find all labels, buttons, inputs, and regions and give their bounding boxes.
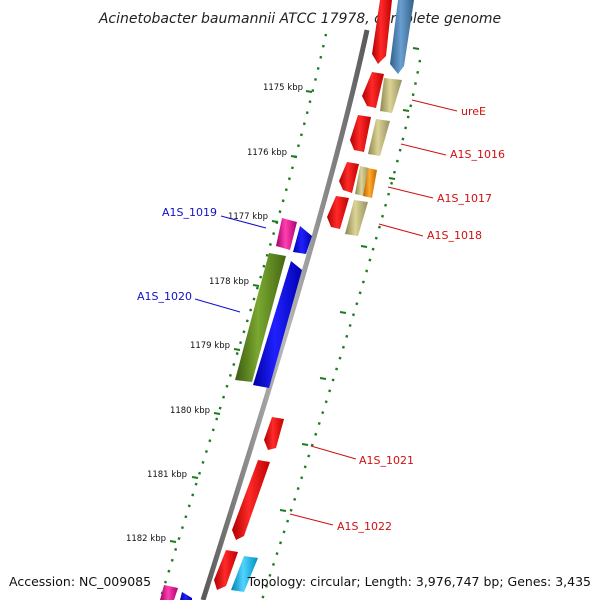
tick-1175: 1175 kbp bbox=[263, 83, 313, 93]
gene-label-a1s-1020[interactable]: A1S_1020 bbox=[137, 290, 192, 303]
gene-arrow[interactable] bbox=[327, 196, 349, 229]
leader-line bbox=[387, 186, 434, 199]
leader-line bbox=[289, 513, 334, 526]
gene-arrow[interactable] bbox=[293, 226, 312, 254]
gene-label-a1s-1016[interactable]: A1S_1016 bbox=[450, 148, 505, 161]
leader-line bbox=[378, 223, 424, 237]
tick-label: 1178 kbp bbox=[209, 277, 249, 287]
tick-label: 1179 kbp bbox=[190, 341, 230, 351]
map-title: Acinetobacter baumannii ATCC 17978, comp… bbox=[98, 11, 501, 27]
gene-arrow[interactable] bbox=[264, 417, 284, 450]
gene-arrows bbox=[160, 0, 414, 600]
outer-tick-rail bbox=[260, 59, 422, 600]
genome-backbone bbox=[200, 29, 370, 600]
tick-1179: 1179 kbp bbox=[190, 341, 241, 351]
gene-arrow[interactable] bbox=[390, 0, 414, 74]
genome-summary-text: Topology: circular; Length: 3,976,747 bp… bbox=[247, 574, 591, 589]
gene-label-a1s-1018[interactable]: A1S_1018 bbox=[427, 229, 482, 242]
gene-arrow[interactable] bbox=[372, 0, 392, 64]
gene-arrow[interactable] bbox=[368, 119, 390, 156]
tick-1178: 1178 kbp bbox=[209, 277, 260, 287]
gene-arrow[interactable] bbox=[362, 72, 384, 108]
gene-arrow[interactable] bbox=[232, 460, 270, 540]
tick-label: 1176 kbp bbox=[247, 148, 287, 158]
accession-text: Accession: NC_009085 bbox=[9, 574, 151, 589]
leader-line bbox=[310, 445, 357, 460]
gene-arrow[interactable] bbox=[339, 162, 359, 193]
gene-label-a1s-1017[interactable]: A1S_1017 bbox=[437, 192, 492, 205]
gene-arrow[interactable] bbox=[363, 168, 377, 198]
tick-1181: 1181 kbp bbox=[147, 470, 199, 480]
gene-label-uree[interactable]: ureE bbox=[461, 105, 486, 118]
tick-label: 1180 kbp bbox=[170, 406, 210, 416]
leader-line bbox=[400, 143, 447, 156]
gene-arrow[interactable] bbox=[276, 218, 297, 250]
leader-line bbox=[411, 99, 458, 112]
gene-arrow[interactable] bbox=[350, 115, 371, 152]
leader-line bbox=[194, 298, 241, 313]
tick-1180: 1180 kbp bbox=[170, 406, 221, 416]
tick-label: 1177 kbp bbox=[228, 212, 268, 222]
tick-label: 1175 kbp bbox=[263, 83, 303, 93]
gene-label-a1s-1019[interactable]: A1S_1019 bbox=[162, 206, 217, 219]
tick-label: 1181 kbp bbox=[147, 470, 187, 480]
tick-label: 1182 kbp bbox=[126, 534, 166, 544]
tick-1176: 1176 kbp bbox=[247, 148, 298, 158]
gene-arrow[interactable] bbox=[253, 261, 302, 388]
tick-marks: 1175 kbp 1176 kbp 1177 kbp 1178 kbp 1179… bbox=[126, 83, 313, 544]
gene-arrow[interactable] bbox=[160, 585, 178, 600]
gene-label-a1s-1021[interactable]: A1S_1021 bbox=[359, 454, 414, 467]
gene-arrow[interactable] bbox=[214, 550, 238, 590]
tick-1182: 1182 kbp bbox=[126, 534, 177, 544]
leader-line bbox=[220, 215, 267, 229]
gene-arrow[interactable] bbox=[345, 200, 368, 236]
gene-arrow[interactable] bbox=[380, 78, 402, 113]
gene-label-a1s-1022[interactable]: A1S_1022 bbox=[337, 520, 392, 533]
outer-minor-ticks bbox=[279, 47, 420, 512]
tick-1177: 1177 kbp bbox=[228, 212, 279, 223]
gene-arrow[interactable] bbox=[235, 253, 286, 382]
gene-arrow[interactable] bbox=[355, 166, 369, 196]
gene-arrow[interactable] bbox=[180, 592, 192, 600]
gene-arrow[interactable] bbox=[231, 556, 258, 592]
gene-labels: ureE A1S_1016 A1S_1017 A1S_1018 A1S_1019… bbox=[137, 99, 505, 533]
